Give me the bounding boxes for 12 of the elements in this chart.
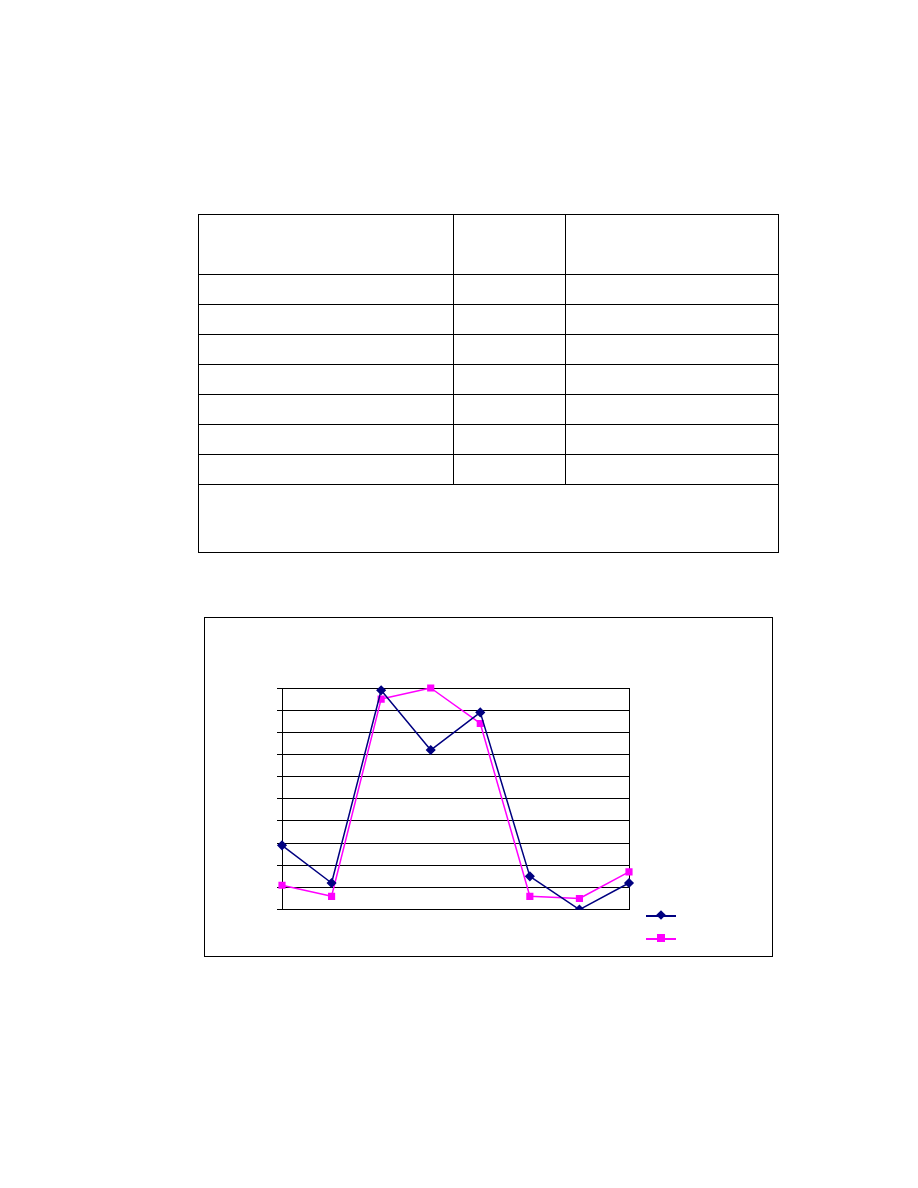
point: [376, 685, 386, 695]
point: [326, 878, 337, 888]
point: [525, 871, 535, 882]
point: [327, 892, 336, 900]
point: [427, 684, 435, 692]
point: [625, 868, 633, 876]
point: [277, 840, 287, 851]
point: [575, 894, 584, 903]
point: [425, 745, 436, 755]
point: [475, 707, 486, 718]
point: [624, 878, 634, 888]
point: [526, 892, 534, 900]
